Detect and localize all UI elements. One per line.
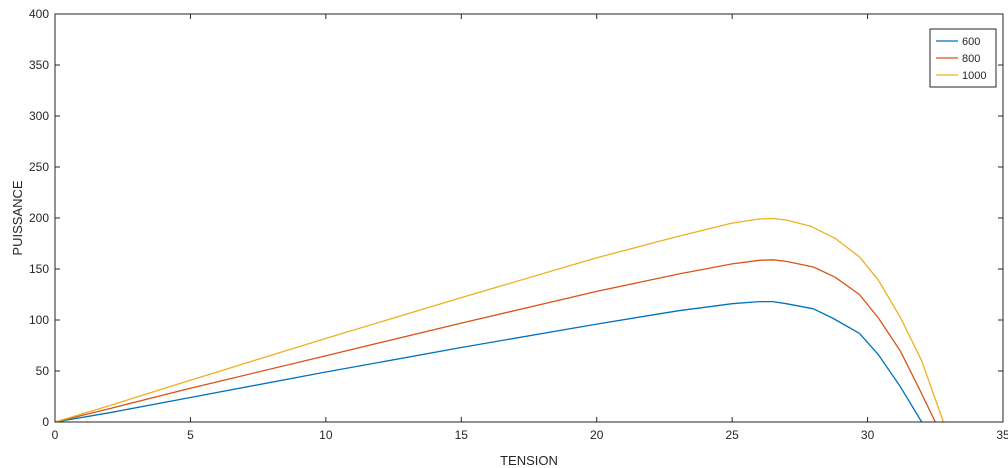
legend-label-600: 600: [962, 36, 980, 48]
x-axis-label: TENSION: [500, 453, 558, 468]
y-axis-label: PUISSANCE: [10, 180, 25, 255]
x-tick-label: 10: [319, 428, 333, 442]
y-tick-label: 250: [29, 160, 49, 174]
x-tick-label: 15: [455, 428, 469, 442]
x-axis-ticks: 0 5 10 15 20 25 30 35: [52, 14, 1008, 442]
y-tick-label: 150: [29, 262, 49, 276]
y-tick-label: 100: [29, 313, 49, 327]
y-axis-ticks: 0 50 100 150 200 250 300 350 400: [29, 7, 1003, 429]
x-tick-label: 25: [725, 428, 739, 442]
y-tick-label: 400: [29, 7, 49, 21]
y-tick-label: 350: [29, 58, 49, 72]
x-tick-label: 20: [590, 428, 604, 442]
series-line-1000: [54, 217, 945, 423]
legend-label-1000: 1000: [962, 70, 986, 82]
series-line-800: [54, 259, 936, 423]
plot-area: [55, 14, 1003, 422]
y-tick-label: 50: [36, 364, 50, 378]
series-layer: [54, 217, 945, 423]
x-tick-label: 0: [52, 428, 59, 442]
y-tick-label: 300: [29, 109, 49, 123]
x-tick-label: 30: [861, 428, 875, 442]
x-tick-label: 35: [996, 428, 1008, 442]
legend-label-800: 800: [962, 53, 980, 65]
series-line-600: [54, 300, 923, 423]
legend: 600 800 1000: [929, 28, 997, 88]
y-tick-label: 0: [42, 415, 49, 429]
x-tick-label: 5: [187, 428, 194, 442]
y-tick-label: 200: [29, 211, 49, 225]
